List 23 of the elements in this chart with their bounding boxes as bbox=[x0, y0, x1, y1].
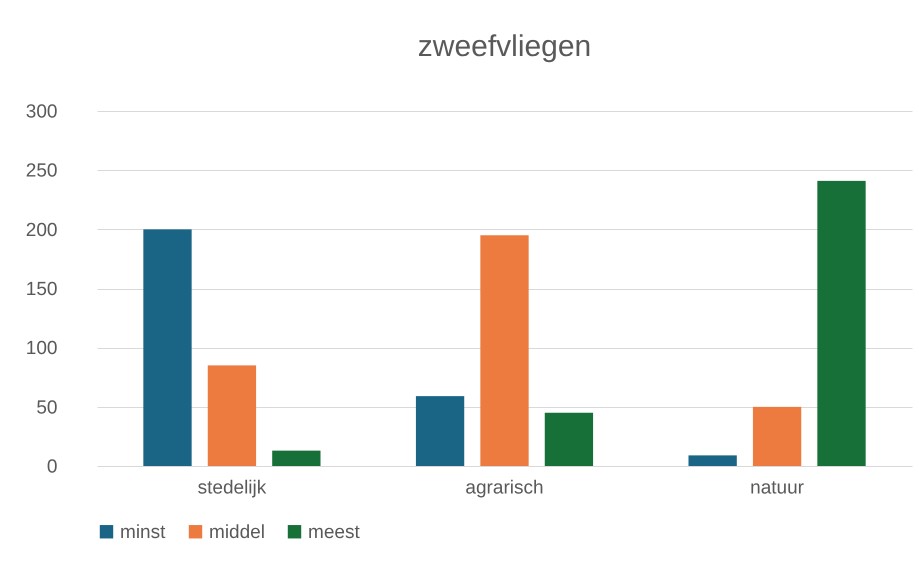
bar bbox=[817, 180, 866, 466]
legend-label: minst bbox=[120, 522, 166, 543]
bar bbox=[544, 412, 594, 466]
y-tick-label: 200 bbox=[26, 220, 58, 241]
x-tick-label: stedelijk bbox=[198, 478, 267, 498]
bar bbox=[480, 235, 529, 466]
x-tick-label: agrarisch bbox=[465, 478, 544, 498]
bar bbox=[752, 406, 802, 466]
bar bbox=[272, 450, 321, 466]
y-tick-label: 0 bbox=[46, 456, 58, 478]
legend-label: middel bbox=[209, 522, 265, 543]
bar bbox=[208, 365, 256, 466]
bar bbox=[688, 455, 737, 466]
y-tick-label: 50 bbox=[36, 397, 58, 418]
y-tick-label: 250 bbox=[26, 160, 58, 182]
chart-title: zweefvliegen bbox=[418, 30, 592, 63]
y-tick-label: 100 bbox=[26, 338, 58, 360]
legend-label: meest bbox=[308, 522, 360, 543]
bar bbox=[416, 396, 464, 466]
x-tick-label: natuur bbox=[750, 478, 805, 498]
bar bbox=[143, 229, 192, 466]
y-tick-label: 300 bbox=[26, 102, 58, 122]
y-tick-label: 150 bbox=[26, 279, 58, 300]
